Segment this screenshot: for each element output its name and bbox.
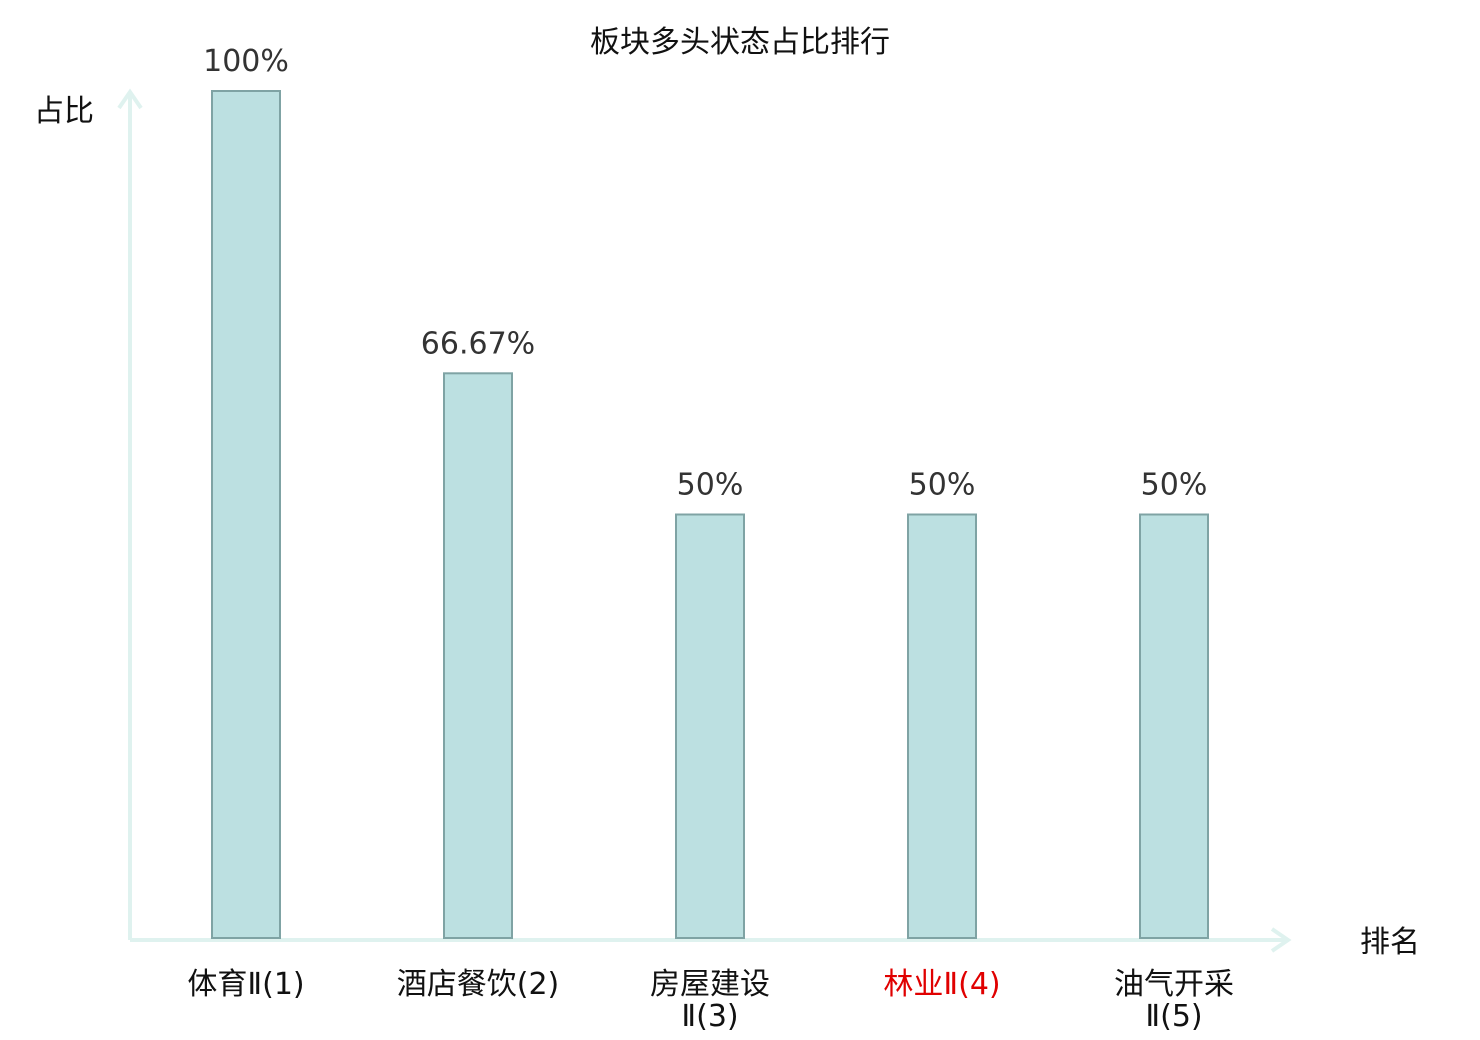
value-labels: 100% 66.67% 50% 50% 50% (203, 44, 1207, 503)
category-label-5-line-2: Ⅱ(5) (1145, 999, 1202, 1034)
bar-4 (907, 513, 977, 939)
category-label-3-line-1: 房屋建设 (650, 967, 770, 1002)
y-axis-label: 占比 (34, 94, 94, 129)
category-label-4: 林业Ⅱ(4) (883, 967, 1000, 1002)
value-label-1: 100% (203, 44, 289, 79)
category-label-5-line-1: 油气开采 (1114, 967, 1234, 1002)
bar-3 (675, 513, 745, 939)
x-axis-label: 排名 (1360, 925, 1420, 960)
value-label-4: 50% (909, 468, 976, 503)
value-label-2: 66.67% (421, 326, 535, 361)
y-axis-arrow-icon (117, 88, 143, 110)
bars (211, 90, 1209, 939)
category-label-2: 酒店餐饮(2) (397, 967, 560, 1002)
chart-title: 板块多头状态占比排行 (590, 25, 890, 60)
axes (117, 88, 1292, 953)
category-label-1: 体育Ⅱ(1) (187, 967, 304, 1002)
bar-1 (211, 90, 281, 939)
bar-2 (443, 372, 513, 939)
x-axis-arrow-icon (1270, 927, 1292, 953)
category-label-3-line-2: Ⅱ(3) (681, 999, 738, 1034)
bar-5 (1139, 513, 1209, 939)
value-label-5: 50% (1141, 468, 1208, 503)
value-label-3: 50% (677, 468, 744, 503)
